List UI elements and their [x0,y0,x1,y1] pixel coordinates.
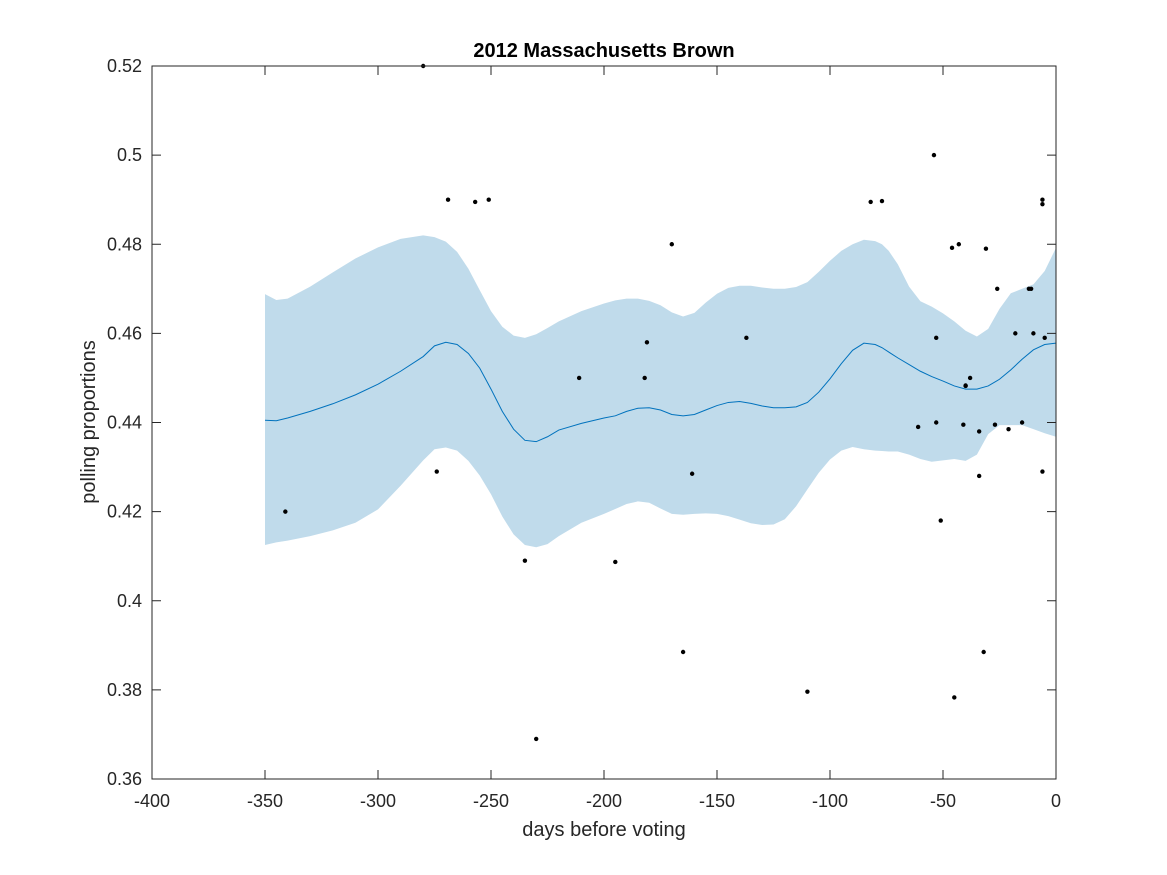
data-point [915,424,921,430]
x-tick-label: -350 [247,791,283,811]
x-tick-label: 0 [1051,791,1061,811]
data-point [576,375,582,381]
data-point [868,199,873,205]
data-point [963,383,968,388]
x-tick-label: -100 [812,791,848,811]
data-point [1040,469,1045,474]
data-point [642,375,647,381]
y-axis-title: polling proportions [78,340,100,503]
data-point [669,242,674,247]
poll-points-layer [283,63,1047,742]
data-point [1028,286,1034,292]
y-tick-label: 0.44 [107,413,142,433]
data-point [744,335,749,341]
x-axis-title: days before voting [522,819,685,841]
data-point [472,199,478,205]
data-point [613,559,618,565]
confidence-band-layer [265,235,1056,548]
data-point [1031,331,1036,336]
data-point [486,197,491,202]
data-point [967,375,973,381]
y-tick-label: 0.4 [117,591,142,611]
data-point [934,335,939,341]
data-point [983,246,989,251]
data-point [879,198,885,204]
y-tick-label: 0.5 [117,145,142,165]
x-tick-label: -400 [134,791,170,811]
y-tick-label: 0.36 [107,769,142,789]
data-point [949,245,955,251]
data-point [981,649,986,655]
x-tick-label: -200 [586,791,622,811]
y-tick-label: 0.52 [107,56,142,76]
data-point [644,340,650,345]
data-point [283,509,288,514]
data-point [934,420,939,425]
data-point [434,469,439,474]
data-point [1019,420,1025,425]
data-point [956,242,962,247]
data-point [938,518,943,523]
data-point [961,422,966,427]
data-point [1006,426,1011,432]
data-point [995,286,1000,292]
y-tick-label: 0.38 [107,680,142,700]
x-tick-label: -250 [473,791,509,811]
data-point [992,422,998,427]
data-point [534,736,539,742]
data-point [1040,201,1045,207]
data-point [680,649,686,655]
data-point [931,152,937,158]
tick-layer: -400 -350 -300 -250 -200 -150 -100 -50 0 0.36 0.38… [107,56,1061,811]
x-tick-label: -150 [699,791,735,811]
data-point [952,695,957,700]
data-point [1042,335,1047,341]
confidence-band [265,235,1056,548]
mean-line-layer [264,341,1057,443]
mean-line [264,341,1057,443]
data-point [976,429,982,434]
y-tick-label: 0.48 [107,234,142,254]
x-tick-label: -50 [930,791,956,811]
chart-title: 2012 Massachusetts Brown [473,40,734,62]
y-tick-label: 0.42 [107,502,142,522]
y-tick-label: 0.46 [107,323,142,343]
data-point [976,473,982,479]
data-point [805,689,810,694]
data-point [1040,197,1045,202]
data-point [445,197,451,202]
data-point [1013,331,1018,336]
data-point [522,558,528,563]
data-point [689,471,695,476]
x-tick-label: -300 [360,791,396,811]
